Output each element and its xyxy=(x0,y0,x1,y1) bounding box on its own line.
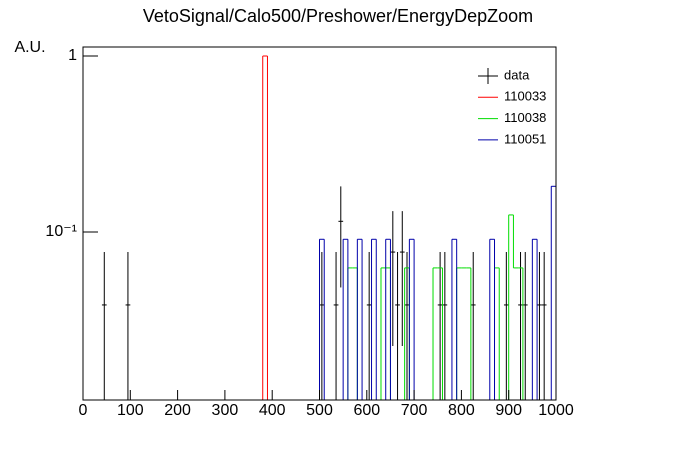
legend-label: 110038 xyxy=(504,110,546,125)
x-tick-label: 700 xyxy=(401,402,428,419)
x-tick-label: 400 xyxy=(259,402,286,419)
x-tick-label: 800 xyxy=(448,402,475,419)
legend-label: data xyxy=(504,67,530,82)
x-tick-label: 300 xyxy=(212,402,239,419)
x-tick-label: 0 xyxy=(79,402,88,419)
x-tick-label: 100 xyxy=(117,402,144,419)
x-tick-label: 600 xyxy=(353,402,380,419)
axes: 0 100 200 300 400 500 600 700 800 900 1000 10⁻¹ 1 xyxy=(45,47,573,419)
legend-label: 110051 xyxy=(504,131,546,146)
x-tick-label: 900 xyxy=(495,402,522,419)
legend: data 110033 110038 110051 xyxy=(478,67,546,146)
x-tick-label: 1000 xyxy=(538,402,574,419)
plot-area xyxy=(101,55,556,400)
x-tick-label: 500 xyxy=(306,402,333,419)
chart-title: VetoSignal/Calo500/Preshower/EnergyDepZo… xyxy=(143,6,533,26)
y-axis-title: A.U. xyxy=(14,39,45,56)
y-tick-label: 1 xyxy=(68,47,77,64)
legend-label: 110033 xyxy=(504,89,546,104)
y-tick-label: 10⁻¹ xyxy=(45,223,77,240)
x-tick-label: 200 xyxy=(164,402,191,419)
